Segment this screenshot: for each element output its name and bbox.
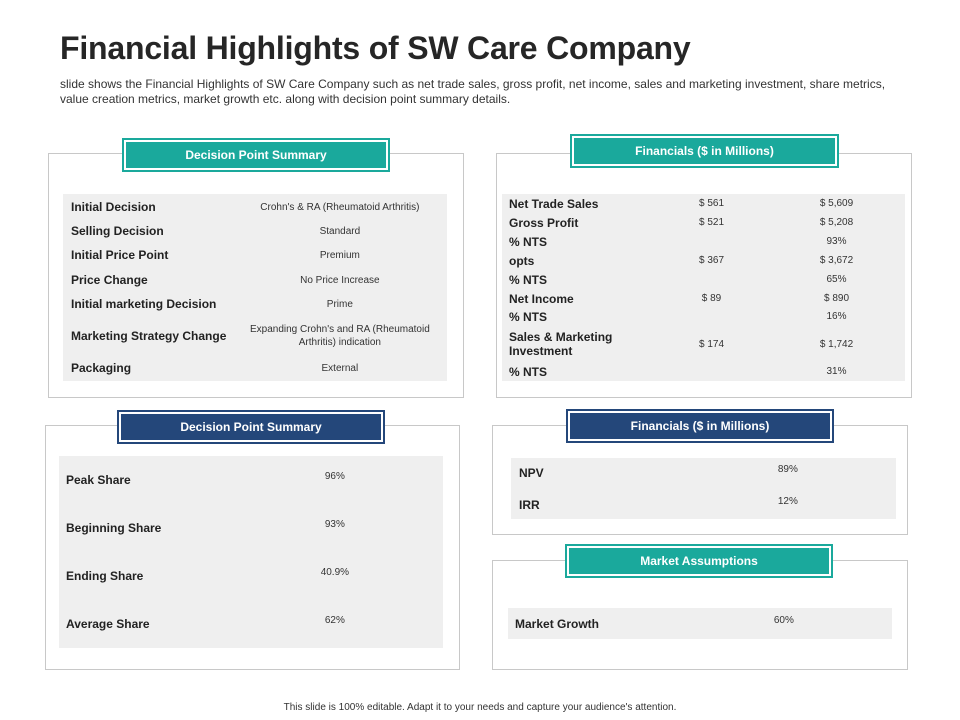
table-row: Initial Decision Crohn's & RA (Rheumatoi… xyxy=(71,198,441,216)
table-row: % NTS 31% xyxy=(509,363,899,380)
table-row: % NTS 16% xyxy=(509,308,899,325)
row-label: Gross Profit xyxy=(509,215,579,230)
row-value-2: $ 890 xyxy=(823,293,850,304)
table-row: Net Trade Sales $ 561 $ 5,609 xyxy=(509,195,899,212)
row-label: % NTS xyxy=(509,272,548,287)
table-row: NPV 89% xyxy=(519,464,889,482)
table-row: Sales & Marketing Investment $ 174 $ 1,7… xyxy=(509,329,899,359)
row-label: % NTS xyxy=(509,234,548,249)
row-value: 89% xyxy=(777,464,798,475)
row-value: 96% xyxy=(324,471,345,482)
table-row: % NTS 93% xyxy=(509,233,899,250)
row-label: Initial Decision xyxy=(71,200,156,214)
row-value-1: $ 561 xyxy=(698,198,725,209)
decision-summary-table xyxy=(63,194,447,381)
table-row: opts $ 367 $ 3,672 xyxy=(509,252,899,269)
valuation-header: Financials ($ in Millions) xyxy=(566,409,834,443)
row-value: Premium xyxy=(319,249,360,261)
table-row: Gross Profit $ 521 $ 5,208 xyxy=(509,214,899,231)
table-row: Initial marketing Decision Prime xyxy=(71,295,441,313)
table-row: % NTS 65% xyxy=(509,271,899,288)
row-label: IRR xyxy=(519,498,540,512)
row-label: NPV xyxy=(519,466,544,480)
financials-header: Financials ($ in Millions) xyxy=(570,134,839,168)
table-row: Marketing Strategy Change Expanding Croh… xyxy=(71,322,441,350)
table-row: Ending Share 40.9% xyxy=(66,567,436,585)
row-value-2: $ 1,742 xyxy=(819,338,854,350)
row-label: Net Trade Sales xyxy=(509,196,599,211)
row-value-2: 93% xyxy=(826,236,847,247)
table-row: Net Income $ 89 $ 890 xyxy=(509,290,899,307)
row-label: % NTS xyxy=(509,309,548,324)
table-row: Average Share 62% xyxy=(66,615,436,633)
row-label: Packaging xyxy=(71,361,132,375)
row-value-1: $ 89 xyxy=(701,293,722,304)
row-label: Sales & Marketing Investment xyxy=(509,330,613,358)
row-value: Expanding Crohn's and RA (Rheumatoid Art… xyxy=(249,324,430,348)
table-row: Initial Price Point Premium xyxy=(71,246,441,264)
row-value-1: $ 521 xyxy=(698,217,725,228)
row-label: Peak Share xyxy=(66,473,131,487)
row-value-2: $ 5,609 xyxy=(819,198,854,209)
row-label: Initial marketing Decision xyxy=(71,297,217,311)
row-label: % NTS xyxy=(509,364,548,379)
row-label: Ending Share xyxy=(66,569,144,583)
row-value: Prime xyxy=(326,298,353,310)
row-value-2: $ 3,672 xyxy=(819,255,854,266)
decision-summary-header: Decision Point Summary xyxy=(122,138,390,172)
table-row: Selling Decision Standard xyxy=(71,222,441,240)
row-value: No Price Increase xyxy=(300,274,380,286)
row-label: Marketing Strategy Change xyxy=(71,329,227,343)
row-label: Initial Price Point xyxy=(71,248,169,262)
share-summary-header: Decision Point Summary xyxy=(117,410,385,444)
row-label: Beginning Share xyxy=(66,521,162,535)
table-row: Market Growth 60% xyxy=(515,615,885,633)
table-row: Price Change No Price Increase xyxy=(71,271,441,289)
row-value: External xyxy=(321,362,359,374)
row-value-2: 65% xyxy=(826,274,847,285)
row-value-2: 31% xyxy=(826,366,847,377)
page-subtitle: slide shows the Financial Highlights of … xyxy=(60,77,886,106)
share-summary-table xyxy=(59,456,443,648)
row-value: 93% xyxy=(324,519,345,530)
table-row: Beginning Share 93% xyxy=(66,519,436,537)
row-label: Net Income xyxy=(509,291,574,306)
market-table xyxy=(508,608,892,639)
row-value: Standard xyxy=(319,225,361,237)
financials-table xyxy=(502,194,905,381)
row-value-2: $ 5,208 xyxy=(819,217,854,228)
footer-note: This slide is 100% editable. Adapt it to… xyxy=(283,702,677,713)
table-row: Packaging External xyxy=(71,359,441,377)
row-label: Market Growth xyxy=(515,617,600,631)
page-title: Financial Highlights of SW Care Company xyxy=(60,30,691,66)
table-row: Peak Share 96% xyxy=(66,471,436,489)
row-label: Price Change xyxy=(71,273,148,287)
row-value: Crohn's & RA (Rheumatoid Arthritis) xyxy=(260,201,420,213)
valuation-table xyxy=(511,458,896,519)
table-row: IRR 12% xyxy=(519,496,889,514)
row-value: 12% xyxy=(777,496,798,507)
row-label: Selling Decision xyxy=(71,224,164,238)
row-value-2: 16% xyxy=(826,311,847,322)
row-label: opts xyxy=(509,253,535,268)
row-value-1: $ 367 xyxy=(698,255,725,266)
market-header: Market Assumptions xyxy=(565,544,833,578)
row-label: Average Share xyxy=(66,617,150,631)
row-value: 40.9% xyxy=(320,567,350,578)
row-value: 60% xyxy=(773,615,794,626)
row-value-1: $ 174 xyxy=(698,338,725,350)
row-value: 62% xyxy=(324,615,345,626)
